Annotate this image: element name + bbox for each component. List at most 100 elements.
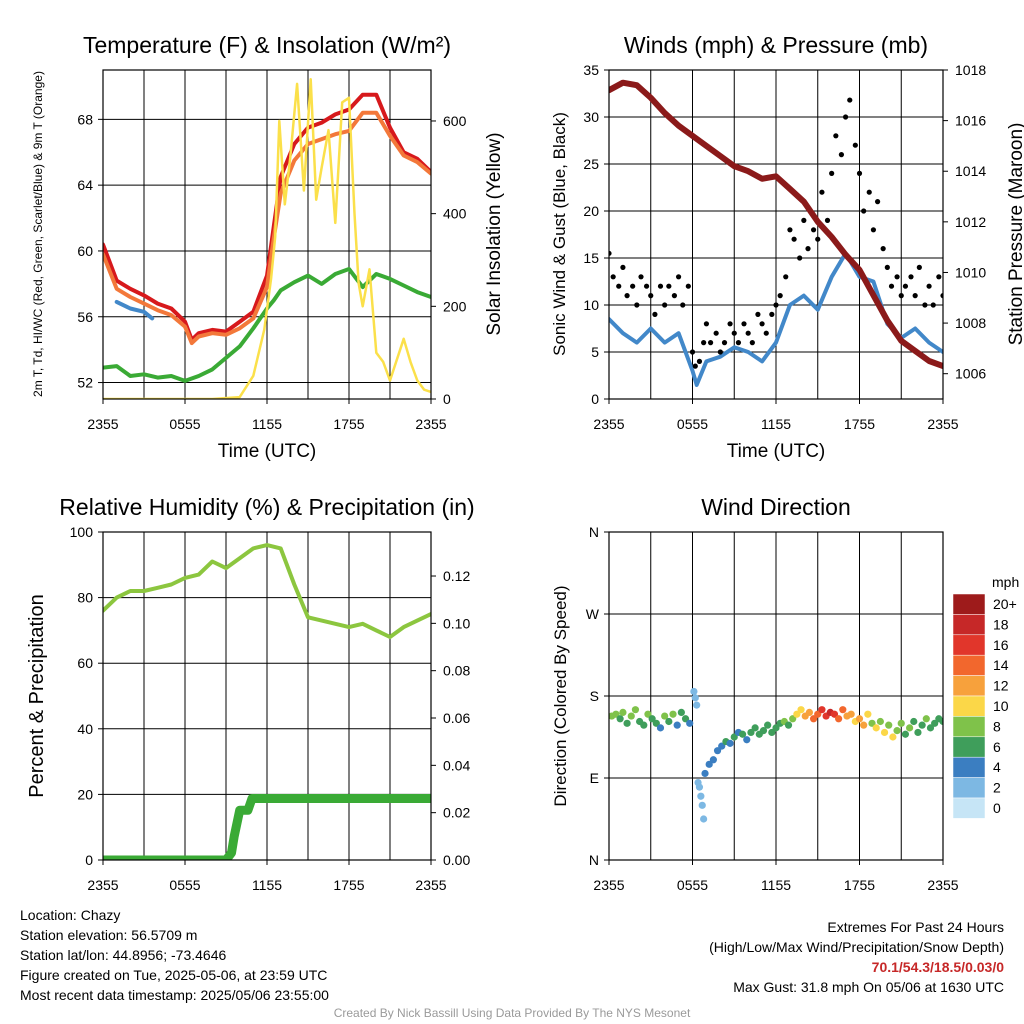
gust-point [731,330,737,336]
legend-swatch [952,675,986,697]
y2-tick-label: 200 [443,298,467,314]
gust-point [696,358,703,364]
gust-point [870,227,877,233]
direction-point [847,710,855,718]
x-tick-label: 1755 [333,877,364,893]
gust-point [815,236,821,242]
y2-tick-label: 1014 [955,163,986,179]
x-tick-label: 2355 [415,877,446,893]
direction-point [914,728,922,737]
legend-label: 20+ [993,596,1017,612]
direction-point [818,706,826,714]
series-line [103,794,431,860]
series-line [103,543,431,639]
extremes-subtitle: (High/Low/Max Wind/Precipitation/Snow De… [709,939,1004,955]
y2-tick-label: 1016 [955,113,986,129]
y2-tick-label: 1006 [955,366,986,382]
direction-point [743,736,751,744]
gust-point [662,302,668,308]
direction-title: Wind Direction [701,494,851,520]
direction-panel: Wind Direction N E S W N 2355 0555 1155 1755 2355 [586,494,959,893]
y2-tick-label: 0 [443,391,451,407]
gust-point [898,293,904,299]
y-tick-label: 64 [77,177,93,193]
direction-point [855,715,864,723]
direction-point [705,760,713,768]
direction-point [648,715,656,723]
winds-panel: Winds (mph) & Pressure (mb) 0 5 10 15 20 25 30 3… [583,32,986,462]
y2-tick-label: 1008 [955,315,986,331]
direction-point [701,769,709,778]
y-tick-label: 0 [85,852,93,868]
gust-point [759,321,765,327]
gust-point [648,293,654,299]
gust-point [741,321,747,327]
gust-point [936,274,942,280]
gust-point [866,189,872,195]
y-tick-label: N [589,524,599,540]
gust-point [685,283,691,289]
gust-point [666,283,672,289]
legend-swatch [952,736,986,758]
direction-point [665,717,673,726]
direction-point [876,717,884,726]
direction-point [644,710,652,718]
legend-label: 4 [993,759,1001,775]
gust-point [735,340,742,346]
y-tick-label: 80 [77,590,93,606]
x-tick-label: 2355 [87,877,118,893]
x-tick-label: 1155 [761,877,791,893]
gust-point [926,283,932,289]
legend-swatch [952,716,986,738]
gust-point [805,246,811,252]
y-tick-label: 0 [591,391,599,407]
legend-swatch [952,654,986,676]
gust-point [787,227,793,233]
gust-point [874,199,881,205]
gust-point [856,170,863,176]
x-tick-label: 1755 [333,416,364,432]
series-line [103,267,431,383]
direction-point [619,708,627,717]
legend-label: 10 [993,698,1009,714]
direction-point [661,712,669,720]
direction-point [784,721,793,729]
direction-point [789,715,797,723]
temperature-plot-area [103,78,431,399]
winds-title: Winds (mph) & Pressure (mb) [624,32,928,58]
x-tick-label: 2355 [593,877,624,893]
direction-point [793,710,801,718]
direction-point [768,728,776,737]
direction-point [860,721,868,729]
gust-point [643,283,650,289]
figure-created: Figure created on Tue, 2025-05-06, at 23… [20,967,328,983]
y2-tick-label: 0.12 [443,568,470,584]
y2-tick-label: 0.10 [443,615,470,631]
gust-point [671,293,678,299]
y-tick-label: 60 [77,243,93,259]
direction-point [764,721,772,729]
gust-point [701,340,707,346]
temperature-title: Temperature (F) & Insolation (W/m²) [83,32,451,58]
gust-point [620,264,626,270]
winds-plot-area [609,79,943,387]
y-tick-label: N [589,852,599,868]
gust-point [838,152,845,158]
legend-title: mph [992,574,1019,590]
direction-point [839,706,847,714]
panel-frame [102,69,432,400]
gust-point [829,170,835,176]
y-tick-label: E [590,770,599,786]
y2-tick-label: 600 [443,113,467,129]
x-tick-label: 1155 [252,877,282,893]
gust-point [624,293,630,299]
direction-point [718,742,726,750]
gust-point [727,321,733,327]
x-tick-label: 0555 [169,416,200,432]
gust-point [769,311,775,317]
gust-point [634,302,640,308]
legend-label: 0 [993,800,1001,816]
y-tick-label: 30 [583,109,599,125]
direction-point [709,756,717,764]
direction-point [698,801,706,809]
